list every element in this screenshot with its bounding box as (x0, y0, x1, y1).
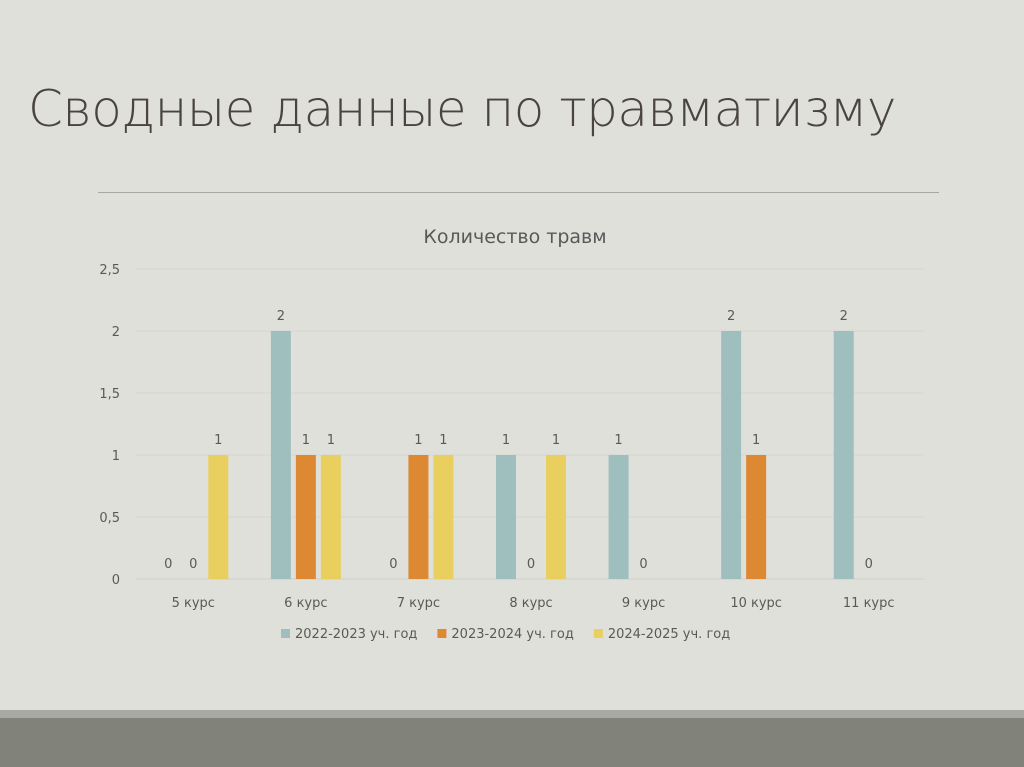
data-label: 2 (727, 309, 735, 324)
x-tick-label: 6 курс (284, 596, 327, 611)
bar (746, 455, 767, 579)
data-label: 0 (639, 557, 647, 572)
slide-title: Сводные данные по травматизму (28, 80, 896, 138)
data-label: 0 (527, 557, 535, 572)
data-label: 0 (389, 557, 397, 572)
x-tick-label: 7 курс (397, 596, 440, 611)
legend-swatch (593, 629, 603, 638)
bar (721, 331, 742, 579)
data-label: 1 (439, 433, 447, 448)
bar (208, 455, 229, 579)
x-tick-label: 11 курс (843, 596, 895, 611)
chart-title: Количество травм (423, 226, 606, 248)
data-label: 1 (752, 433, 760, 448)
legend-swatch (437, 629, 447, 638)
data-label: 1 (327, 433, 335, 448)
bar (546, 455, 566, 579)
data-label: 0 (164, 557, 172, 572)
bar (408, 455, 429, 579)
data-label: 1 (214, 433, 222, 448)
y-tick-label: 1 (112, 449, 120, 464)
data-label: 1 (414, 433, 422, 448)
bar (608, 455, 629, 579)
legend-label: 2022-2023 уч. год (295, 627, 417, 642)
bar (270, 331, 291, 579)
data-label: 1 (614, 433, 622, 448)
legend-swatch (281, 629, 290, 638)
x-tick-label: 9 курс (622, 596, 665, 611)
data-label: 0 (865, 557, 873, 572)
y-tick-label: 1,5 (99, 387, 120, 402)
title-divider (98, 192, 939, 193)
footer-band-dark (0, 718, 1024, 767)
legend-label: 2023-2024 уч. год (451, 627, 573, 642)
data-label: 2 (277, 309, 285, 324)
data-label: 1 (502, 433, 510, 448)
footer-band-light (0, 710, 1024, 718)
y-tick-label: 2,5 (99, 263, 120, 278)
y-tick-label: 2 (112, 325, 120, 340)
bar (320, 455, 341, 579)
bar (433, 455, 454, 579)
bar (496, 455, 516, 579)
data-label: 1 (302, 433, 310, 448)
x-tick-label: 10 курс (730, 596, 782, 611)
bar (295, 455, 316, 579)
data-label: 2 (840, 309, 848, 324)
y-tick-label: 0,5 (99, 511, 120, 526)
x-tick-label: 8 курс (509, 596, 552, 611)
bar (833, 331, 854, 579)
x-tick-label: 5 курс (172, 596, 215, 611)
data-label: 1 (552, 433, 560, 448)
legend-label: 2024-2025 уч. год (608, 627, 730, 642)
data-label: 0 (189, 557, 197, 572)
y-tick-label: 0 (112, 573, 120, 588)
